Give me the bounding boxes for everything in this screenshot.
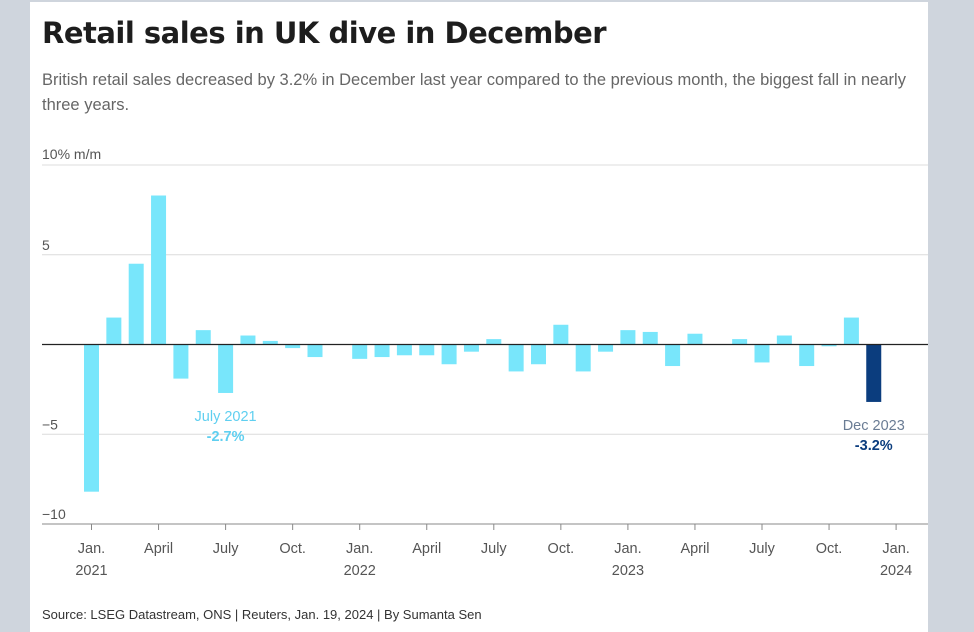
bar-33: [821, 344, 837, 347]
bar-3: [151, 195, 167, 345]
bar-1: [106, 317, 122, 345]
bar-24: [620, 330, 636, 345]
bar-14: [396, 344, 412, 356]
annotation-value-1: -3.2%: [855, 438, 893, 454]
bar-chart: 5 −5 −10 10% m/m Jan. 2021 April July Oct. Jan. 20…: [42, 146, 928, 579]
y-tick-label-1: 5: [42, 237, 50, 253]
bar-27: [687, 333, 703, 345]
bar-8: [262, 340, 278, 345]
bar-29: [732, 339, 748, 345]
bar-2: [128, 263, 144, 345]
bar-23: [598, 344, 614, 352]
bar-7: [240, 335, 256, 345]
x-tick-label-0: Jan.: [78, 541, 105, 557]
bar-34: [843, 317, 859, 345]
bar-12: [352, 344, 368, 359]
y-tick-label-4: −10: [42, 506, 66, 522]
bar-22: [575, 344, 591, 372]
annotation-value-0: -2.7%: [207, 429, 245, 445]
bar-18: [486, 339, 502, 345]
bar-25: [642, 331, 658, 345]
bar-4: [173, 344, 189, 379]
bar-6: [218, 344, 234, 393]
bar-26: [665, 344, 681, 367]
bar-35: [866, 344, 882, 402]
bar-10: [307, 344, 323, 358]
bar-15: [419, 344, 435, 356]
bar-17: [463, 344, 479, 352]
source-note: Source: LSEG Datastream, ONS | Reuters, …: [42, 607, 482, 622]
x-tick-year-4: 2022: [344, 563, 376, 579]
x-tick-label-12: Jan.: [882, 541, 909, 557]
bar-31: [776, 335, 792, 345]
x-tick-label-1: April: [144, 541, 173, 557]
bar-5: [195, 330, 211, 345]
x-tick-year-0: 2021: [75, 563, 107, 579]
bar-0: [84, 344, 99, 492]
x-tick-year-12: 2024: [880, 563, 912, 579]
bar-20: [531, 344, 546, 365]
annotation-label-0: July 2021: [195, 409, 257, 425]
x-tick-year-8: 2023: [612, 563, 644, 579]
x-tick-label-7: Oct.: [548, 541, 575, 557]
x-tick-label-5: April: [412, 541, 441, 557]
x-tick-label-3: Oct.: [279, 541, 306, 557]
bar-9: [285, 344, 301, 349]
x-tick-label-2: July: [213, 541, 240, 557]
x-tick-label-8: Jan.: [614, 541, 641, 557]
x-tick-label-9: April: [680, 541, 709, 557]
bar-19: [508, 344, 524, 372]
chart-title: Retail sales in UK dive in December: [42, 16, 607, 50]
bar-13: [374, 344, 390, 358]
bar-30: [754, 344, 770, 363]
x-tick-label-6: July: [481, 541, 508, 557]
x-tick-label-4: Jan.: [346, 541, 373, 557]
bar-32: [799, 344, 815, 367]
y-tick-label-3: −5: [42, 416, 58, 432]
x-tick-label-10: July: [749, 541, 776, 557]
x-tick-label-11: Oct.: [816, 541, 843, 557]
bar-16: [441, 344, 457, 365]
bar-21: [553, 324, 569, 345]
chart-subtitle: British retail sales decreased by 3.2% i…: [42, 71, 906, 114]
annotation-label-1: Dec 2023: [843, 418, 905, 434]
y-unit-label: 10% m/m: [42, 146, 101, 162]
chart-card: Retail sales in UK dive in December Brit…: [30, 2, 928, 632]
